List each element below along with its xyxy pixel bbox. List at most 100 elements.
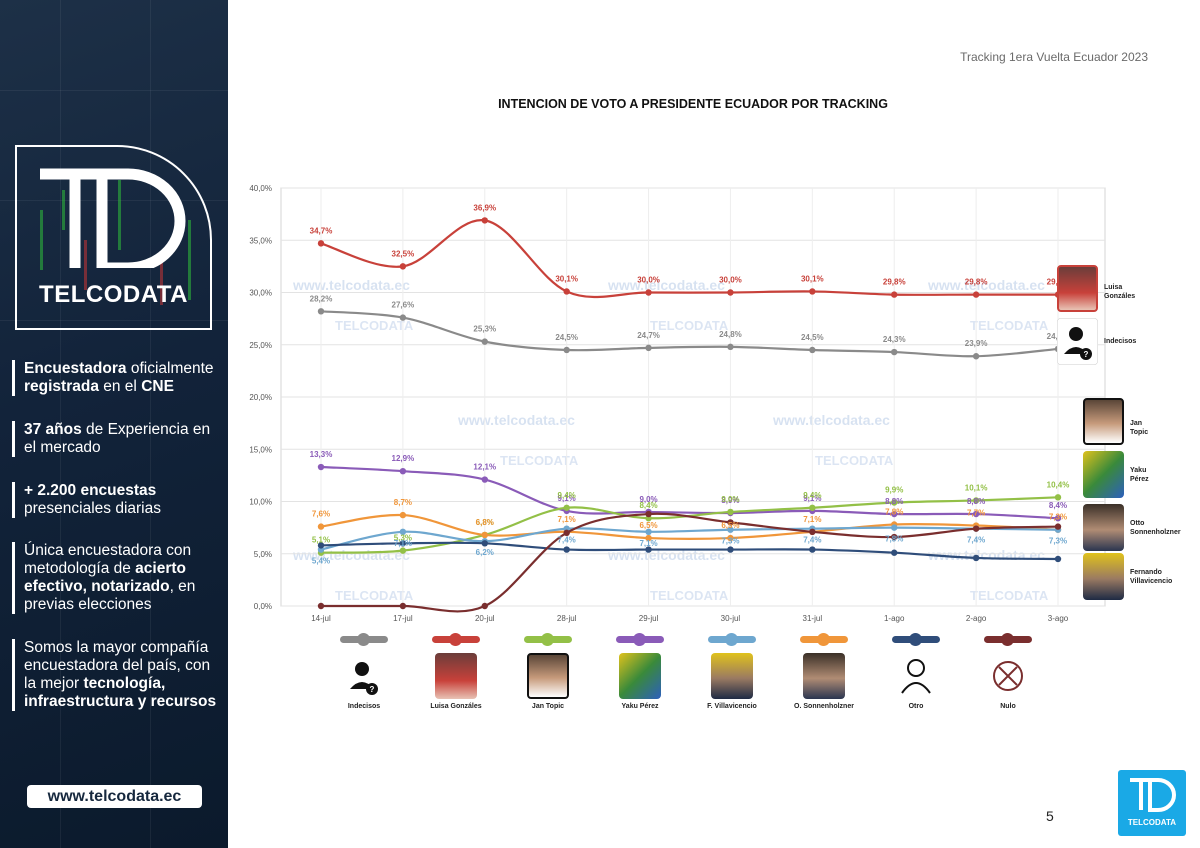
legend-label: Nulo — [1000, 703, 1016, 710]
data-point-indecisos — [317, 308, 325, 315]
watermark-layer: www.telcodata.ec TELCODATA www.telcodata.e… — [292, 277, 1108, 603]
watermark-url: www.telcodata.ec — [292, 277, 410, 293]
data-point-luisa-gonz-les — [645, 289, 652, 296]
legend-swatch — [524, 633, 572, 646]
watermark-brand: TELCODATA — [815, 453, 894, 468]
data-label-yaku-p-rez: 9,1% — [803, 494, 821, 503]
series-line-indecisos — [320, 310, 1059, 358]
villavicencio-photo-icon — [711, 653, 753, 699]
claim-experience: 37 años de Experiencia en el mercado — [12, 421, 220, 457]
data-label-f-villavicencio: 6,2% — [476, 548, 494, 557]
data-label-yaku-p-rez: 8,8% — [885, 497, 903, 506]
data-label-luisa-gonz-les: 30,0% — [637, 276, 660, 285]
legend-item: Otro — [870, 633, 962, 710]
website-link[interactable]: www.telcodata.ec — [27, 785, 202, 808]
axes: 0,0% 5,0% 10,0% 15,0% 20,0% 25,0% 30,0% 35,0% 40… — [249, 184, 1068, 623]
claim-surveys: + 2.200 encuestas presenciales diarias — [12, 482, 220, 518]
data-label-yaku-p-rez: 8,9% — [721, 496, 739, 505]
x-tick-label: 20-jul — [475, 614, 495, 623]
data-label-luisa-gonz-les: 29,8% — [965, 278, 988, 287]
data-point-yaku-p-rez — [1054, 515, 1062, 522]
data-label-indecisos: 24,5% — [801, 333, 824, 342]
data-label-f-villavicencio: 7,1% — [394, 539, 412, 548]
data-label-f-villavicencio: 7,3% — [1049, 537, 1067, 546]
data-point-f-villavicencio — [645, 528, 652, 536]
y-tick-label: 20,0% — [249, 393, 272, 402]
series-line-luisa-gonz-les — [320, 219, 1058, 299]
data-label-luisa-gonz-les: 30,1% — [555, 274, 578, 283]
data-label-o-sonnenholzner: 7,1% — [803, 515, 821, 524]
legend-item: O. Sonnenholzner — [778, 633, 870, 710]
watermark-url: www.telcodata.ec — [772, 412, 890, 428]
data-point-indecisos — [645, 344, 652, 352]
data-label-luisa-gonz-les: 36,9% — [473, 203, 496, 212]
x-tick-label: 30-jul — [721, 614, 741, 623]
data-label-o-sonnenholzner: 7,7% — [967, 509, 985, 518]
data-label-jan-topic: 5,1% — [312, 536, 330, 545]
data-point-nulo — [891, 533, 898, 541]
x-tick-label: 28-jul — [557, 614, 577, 623]
legend-swatch — [892, 633, 940, 646]
series-line-yaku-p-rez — [320, 465, 1059, 520]
data-label-f-villavicencio: 7,8% — [885, 535, 903, 544]
sidebar: TELCODATA Encuestadora oficialmente regi… — [0, 0, 228, 848]
watermark-url: www.telcodata.ec — [927, 277, 1045, 293]
data-label-o-sonnenholzner: 7,3% — [1049, 513, 1067, 522]
data-label-o-sonnenholzner: 6,5% — [639, 521, 657, 530]
data-point-yaku-p-rez — [891, 510, 898, 518]
data-point-otro — [1054, 555, 1062, 563]
data-label-indecisos: 24,3% — [883, 335, 906, 344]
data-point-otro — [727, 546, 734, 553]
data-point-luisa-gonz-les — [563, 288, 570, 295]
side-label-luisa: Luisa Gonzáles — [1104, 284, 1136, 300]
data-point-o-sonnenholzner — [645, 534, 652, 542]
x-tick-label: 3-ago — [1048, 614, 1069, 623]
data-label-o-sonnenholzner: 7,1% — [558, 515, 576, 524]
watermark-url: www.telcodata.ec — [607, 547, 725, 563]
data-point-jan-topic — [891, 499, 898, 506]
watermark-url: www.telcodata.ec — [292, 547, 410, 563]
y-tick-label: 30,0% — [249, 289, 272, 298]
side-label-fernando: Fernando Villavicencio — [1130, 569, 1173, 585]
data-point-jan-topic — [727, 508, 734, 516]
data-point-indecisos — [481, 338, 488, 345]
data-point-indecisos — [563, 346, 570, 354]
data-point-nulo — [563, 529, 570, 537]
x-tick-label: 31-jul — [803, 614, 823, 623]
telcodata-logo-icon — [40, 168, 186, 268]
data-point-yaku-p-rez — [317, 463, 325, 471]
data-label-indecisos: 25,3% — [473, 325, 496, 334]
data-point-nulo — [809, 528, 816, 536]
legend-swatch — [800, 633, 848, 646]
chart-legend: ? Indecisos Luisa Gonzáles Jan Topic Yaku Pé… — [318, 633, 1058, 726]
data-point-otro — [563, 546, 570, 553]
data-point-otro — [481, 540, 488, 547]
data-label-luisa-gonz-les: 32,5% — [392, 249, 415, 258]
watermark-url: www.telcodata.ec — [607, 277, 725, 293]
document-title: Tracking 1era Vuelta Ecuador 2023 — [960, 50, 1148, 64]
data-label-o-sonnenholzner: 6,5% — [721, 521, 739, 530]
person-outline-icon — [895, 653, 937, 699]
side-label-otto: Otto Sonnenholzner — [1130, 520, 1181, 536]
data-point-indecisos — [891, 348, 898, 356]
side-label-indecisos: Indecisos — [1104, 338, 1137, 345]
data-label-jan-topic: 8,4% — [639, 501, 657, 510]
yaku-perez-photo-icon — [619, 653, 661, 699]
watermark-brand: TELCODATA — [335, 588, 414, 603]
data-point-luisa-gonz-les — [317, 240, 325, 247]
svg-text:?: ? — [1084, 350, 1089, 359]
data-label-luisa-gonz-les: 30,0% — [719, 276, 742, 285]
watermark-brand: TELCODATA — [650, 588, 729, 603]
line-chart: www.telcodata.ec TELCODATA www.telcodata.e… — [249, 184, 1108, 623]
svg-text:?: ? — [370, 685, 375, 694]
data-label-f-villavicencio: 7,4% — [558, 536, 576, 545]
data-label-yaku-p-rez: 9,0% — [639, 495, 657, 504]
data-label-jan-topic: 5,3% — [394, 534, 412, 543]
legend-swatch — [340, 633, 388, 646]
y-tick-label: 35,0% — [249, 236, 272, 245]
watermark-brand: TELCODATA — [500, 453, 579, 468]
data-point-nulo — [399, 602, 407, 610]
data-label-jan-topic: 9,9% — [885, 486, 903, 495]
data-point-indecisos — [809, 346, 816, 354]
